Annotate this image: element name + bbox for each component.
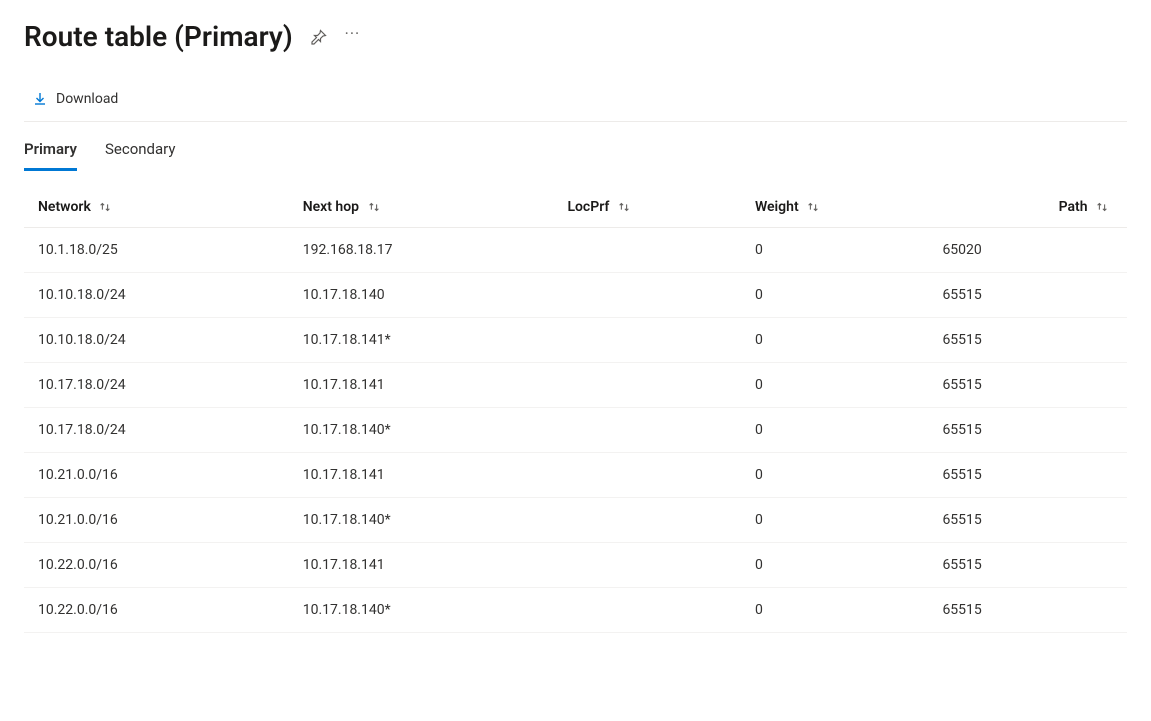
page-title: Route table (Primary) bbox=[24, 20, 293, 53]
cell-network: 10.10.18.0/24 bbox=[24, 318, 289, 363]
pin-icon[interactable] bbox=[309, 27, 329, 47]
table-row[interactable]: 10.10.18.0/2410.17.18.140 065515 bbox=[24, 273, 1127, 318]
col-header-network[interactable]: Network bbox=[24, 189, 289, 228]
download-button[interactable]: Download bbox=[24, 87, 126, 111]
cell-locprf bbox=[553, 318, 741, 363]
col-header-nexthop[interactable]: Next hop bbox=[289, 189, 554, 228]
cell-weight: 0 bbox=[741, 543, 929, 588]
cell-network: 10.21.0.0/16 bbox=[24, 453, 289, 498]
tab-primary[interactable]: Primary bbox=[24, 132, 77, 171]
cell-nexthop: 192.168.18.17 bbox=[289, 228, 554, 273]
cell-locprf bbox=[553, 408, 741, 453]
cell-network: 10.21.0.0/16 bbox=[24, 498, 289, 543]
table-body: 10.1.18.0/25192.168.18.1706502010.10.18.… bbox=[24, 228, 1127, 633]
sort-icon bbox=[806, 200, 820, 214]
cell-network: 10.17.18.0/24 bbox=[24, 363, 289, 408]
table-row[interactable]: 10.10.18.0/2410.17.18.141* 065515 bbox=[24, 318, 1127, 363]
table-row[interactable]: 10.22.0.0/1610.17.18.140* 065515 bbox=[24, 588, 1127, 633]
table-row[interactable]: 10.1.18.0/25192.168.18.17 065020 bbox=[24, 228, 1127, 273]
cell-nexthop: 10.17.18.141* bbox=[289, 318, 554, 363]
table-row[interactable]: 10.21.0.0/1610.17.18.140* 065515 bbox=[24, 498, 1127, 543]
cell-weight: 0 bbox=[741, 453, 929, 498]
route-table: Network Next hop bbox=[24, 189, 1127, 633]
cell-nexthop: 10.17.18.141 bbox=[289, 453, 554, 498]
cell-network: 10.22.0.0/16 bbox=[24, 543, 289, 588]
cell-path: 65515 bbox=[928, 318, 1127, 363]
download-label: Download bbox=[56, 91, 118, 107]
cell-weight: 0 bbox=[741, 228, 929, 273]
cell-nexthop: 10.17.18.140 bbox=[289, 273, 554, 318]
cell-network: 10.22.0.0/16 bbox=[24, 588, 289, 633]
cell-locprf bbox=[553, 228, 741, 273]
sort-icon bbox=[98, 200, 112, 214]
cell-path: 65515 bbox=[928, 363, 1127, 408]
cell-path: 65515 bbox=[928, 498, 1127, 543]
cell-weight: 0 bbox=[741, 588, 929, 633]
cell-nexthop: 10.17.18.140* bbox=[289, 588, 554, 633]
table-header-row: Network Next hop bbox=[24, 189, 1127, 228]
cell-path: 65515 bbox=[928, 588, 1127, 633]
cell-weight: 0 bbox=[741, 498, 929, 543]
col-header-path[interactable]: Path bbox=[928, 189, 1127, 228]
cell-path: 65515 bbox=[928, 408, 1127, 453]
more-icon[interactable]: ··· bbox=[345, 26, 361, 48]
table-row[interactable]: 10.22.0.0/1610.17.18.141 065515 bbox=[24, 543, 1127, 588]
cell-locprf bbox=[553, 273, 741, 318]
col-header-weight[interactable]: Weight bbox=[741, 189, 929, 228]
page-header: Route table (Primary) ··· bbox=[24, 20, 1127, 53]
download-icon bbox=[32, 91, 48, 107]
cell-locprf bbox=[553, 498, 741, 543]
cell-locprf bbox=[553, 588, 741, 633]
cell-weight: 0 bbox=[741, 363, 929, 408]
cell-weight: 0 bbox=[741, 273, 929, 318]
table-row[interactable]: 10.17.18.0/2410.17.18.141 065515 bbox=[24, 363, 1127, 408]
cell-nexthop: 10.17.18.141 bbox=[289, 363, 554, 408]
cell-network: 10.1.18.0/25 bbox=[24, 228, 289, 273]
col-header-locprf[interactable]: LocPrf bbox=[553, 189, 741, 228]
cell-network: 10.10.18.0/24 bbox=[24, 273, 289, 318]
cell-nexthop: 10.17.18.140* bbox=[289, 408, 554, 453]
sort-icon bbox=[617, 200, 631, 214]
cell-path: 65515 bbox=[928, 453, 1127, 498]
table-row[interactable]: 10.21.0.0/1610.17.18.141 065515 bbox=[24, 453, 1127, 498]
table-row[interactable]: 10.17.18.0/2410.17.18.140* 065515 bbox=[24, 408, 1127, 453]
cell-nexthop: 10.17.18.141 bbox=[289, 543, 554, 588]
tabs: Primary Secondary bbox=[24, 122, 1127, 171]
cell-nexthop: 10.17.18.140* bbox=[289, 498, 554, 543]
cell-weight: 0 bbox=[741, 318, 929, 363]
cell-path: 65515 bbox=[928, 543, 1127, 588]
cell-locprf bbox=[553, 453, 741, 498]
cell-weight: 0 bbox=[741, 408, 929, 453]
cell-path: 65020 bbox=[928, 228, 1127, 273]
sort-icon bbox=[1095, 200, 1109, 214]
tab-secondary[interactable]: Secondary bbox=[105, 132, 175, 171]
cell-path: 65515 bbox=[928, 273, 1127, 318]
toolbar: Download bbox=[24, 81, 1127, 122]
cell-locprf bbox=[553, 543, 741, 588]
cell-locprf bbox=[553, 363, 741, 408]
sort-icon bbox=[367, 200, 381, 214]
cell-network: 10.17.18.0/24 bbox=[24, 408, 289, 453]
